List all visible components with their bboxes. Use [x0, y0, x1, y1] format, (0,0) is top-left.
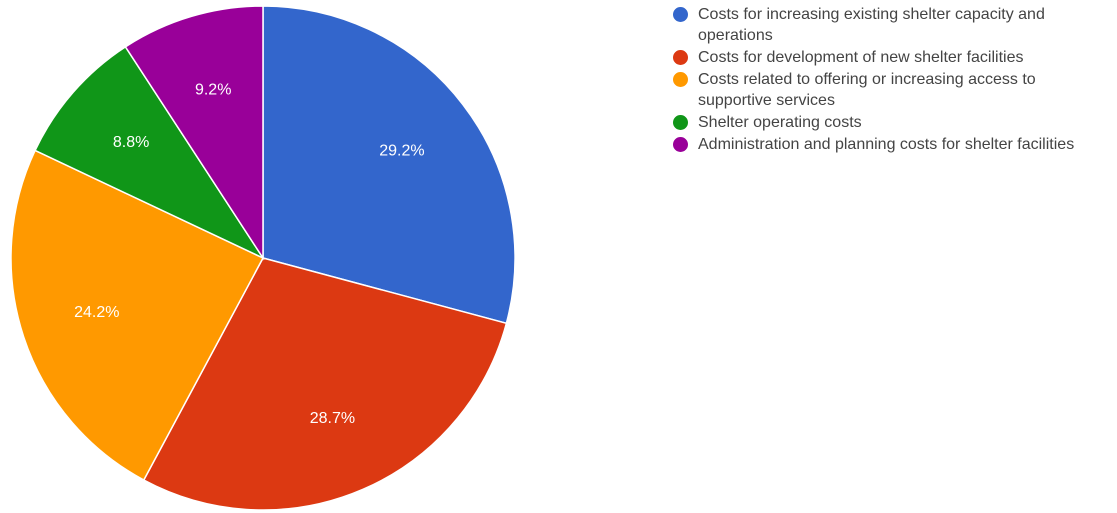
slice-value-label: 8.8%	[113, 134, 149, 151]
legend: Costs for increasing existing shelter ca…	[673, 4, 1113, 156]
legend-item[interactable]: Costs for development of new shelter fac…	[673, 47, 1113, 68]
pie-slice[interactable]	[124, 5, 264, 261]
legend-swatch-icon	[673, 50, 688, 65]
slice-value-label: 24.2%	[74, 304, 119, 321]
legend-swatch-icon	[673, 72, 688, 87]
legend-swatch-icon	[673, 137, 688, 152]
legend-item[interactable]: Costs related to offering or increasing …	[673, 69, 1113, 111]
legend-label: Shelter operating costs	[698, 114, 862, 131]
legend-label: Administration and planning costs for sh…	[698, 136, 1075, 153]
pie-slice[interactable]	[10, 149, 265, 482]
legend-swatch-icon	[673, 115, 688, 130]
legend-item[interactable]: Administration and planning costs for sh…	[673, 134, 1113, 155]
pie-plot-area: 29.2% 28.7% 24.2% 8.8% 9.2%	[10, 5, 516, 511]
slice-value-label: 9.2%	[195, 81, 231, 98]
legend-label: Costs related to offering or increasing …	[698, 71, 1036, 109]
slice-value-label: 28.7%	[310, 410, 355, 427]
legend-label: Costs for development of new shelter fac…	[698, 49, 1024, 66]
legend-item[interactable]: Shelter operating costs	[673, 112, 1113, 133]
legend-label: Costs for increasing existing shelter ca…	[698, 6, 1045, 44]
pie-slice-labels: 29.2% 28.7% 24.2% 8.8% 9.2%	[74, 81, 424, 426]
legend-swatch-icon	[673, 7, 688, 22]
pie-slice[interactable]	[34, 45, 266, 260]
pie-slice[interactable]	[142, 257, 508, 511]
pie-slices	[10, 5, 516, 511]
legend-item[interactable]: Costs for increasing existing shelter ca…	[673, 4, 1113, 46]
pie-slice[interactable]	[262, 5, 516, 325]
slice-value-label: 29.2%	[379, 143, 424, 160]
